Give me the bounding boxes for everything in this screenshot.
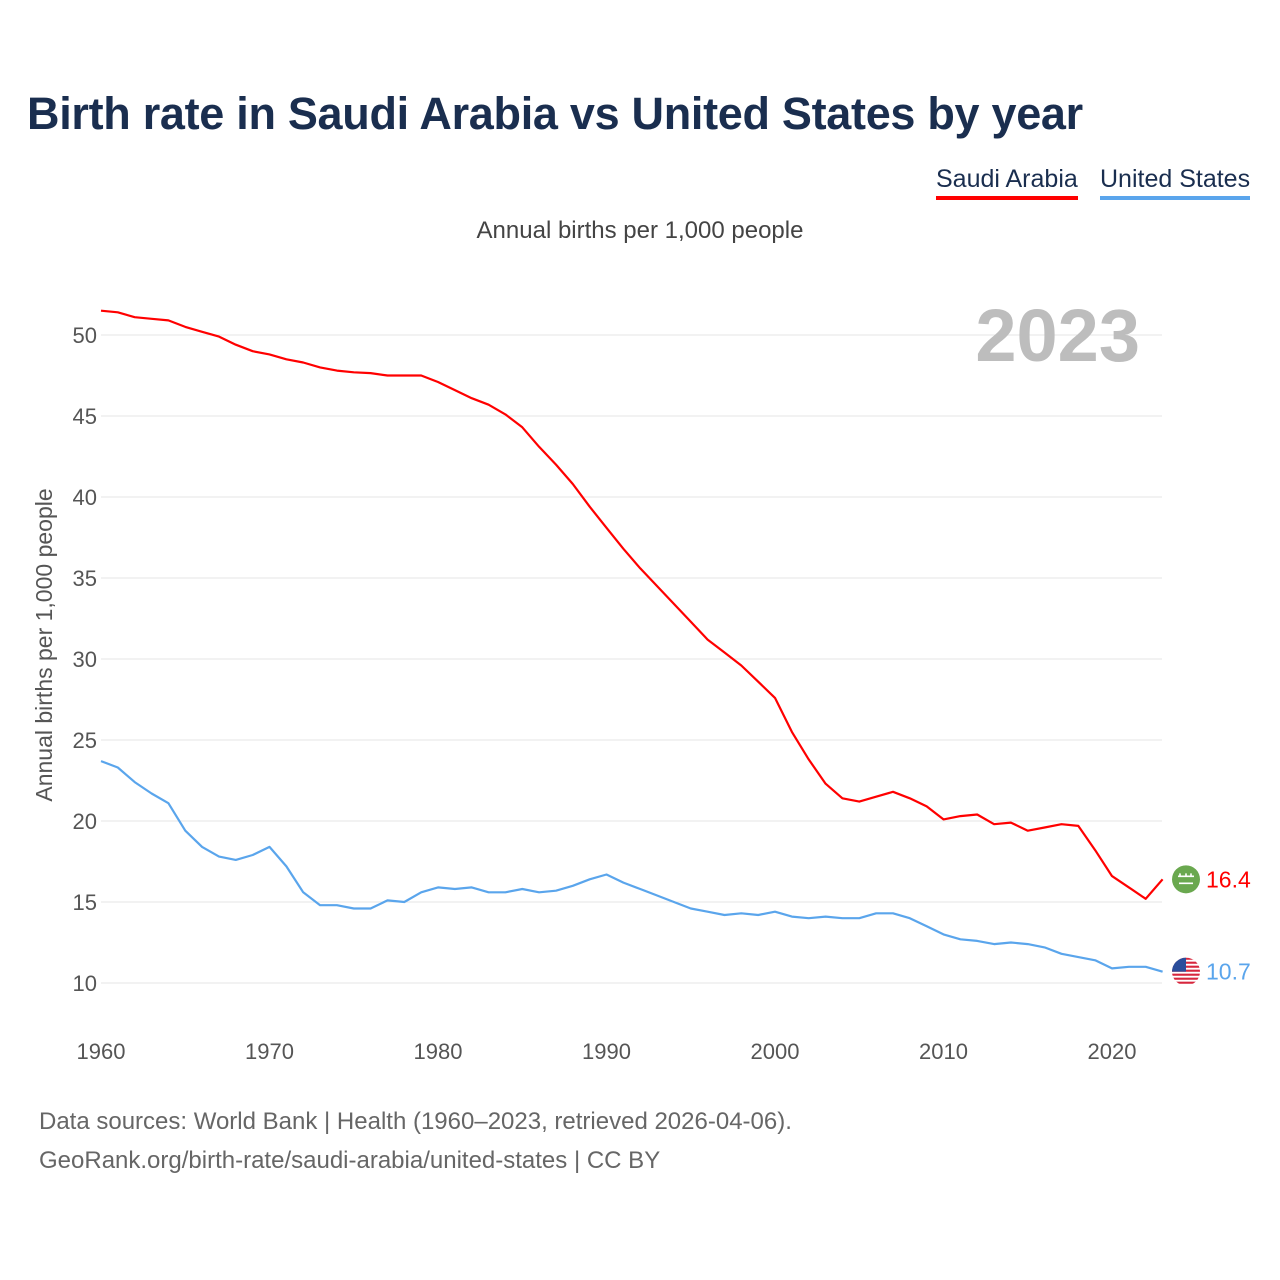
- year-watermark: 2023: [975, 294, 1140, 377]
- chart-title: Birth rate in Saudi Arabia vs United Sta…: [27, 88, 1083, 139]
- x-tick-label: 2010: [919, 1039, 968, 1064]
- series-line-united-states: [100, 760, 1163, 973]
- x-tick-label: 2020: [1088, 1039, 1137, 1064]
- united-states-flag-icon: [1172, 957, 1200, 986]
- x-tick-label: 1980: [414, 1039, 463, 1064]
- y-tick-label: 45: [73, 404, 97, 429]
- series-line-saudi-arabia: [100, 309, 1164, 900]
- y-axis-label: Annual births per 1,000 people: [31, 488, 57, 801]
- y-tick-label: 20: [73, 809, 97, 834]
- y-tick-label: 40: [73, 485, 97, 510]
- y-tick-label: 10: [73, 971, 97, 996]
- x-tick-label: 1990: [582, 1039, 631, 1064]
- y-tick-label: 35: [73, 566, 97, 591]
- x-tick-label: 2000: [751, 1039, 800, 1064]
- saudi-arabia-flag-icon: [1172, 865, 1200, 894]
- y-tick-label: 15: [73, 890, 97, 915]
- x-tick-label: 1970: [245, 1039, 294, 1064]
- y-tick-label: 30: [73, 647, 97, 672]
- end-value-label: 10.7: [1206, 959, 1251, 985]
- end-value-label: 16.4: [1206, 866, 1251, 892]
- legend-united-states[interactable]: United States: [1100, 165, 1251, 200]
- x-tick-label: 1960: [77, 1039, 126, 1064]
- source-text: Data sources: World Bank | Health (1960–…: [39, 1108, 792, 1135]
- source-link[interactable]: GeoRank.org/birth-rate/saudi-arabia/unit…: [39, 1147, 661, 1174]
- chart-subtitle: Annual births per 1,000 people: [476, 217, 804, 244]
- y-tick-label: 50: [73, 323, 97, 348]
- legend-saudi-arabia[interactable]: Saudi Arabia: [936, 165, 1078, 200]
- y-tick-label: 25: [73, 728, 97, 753]
